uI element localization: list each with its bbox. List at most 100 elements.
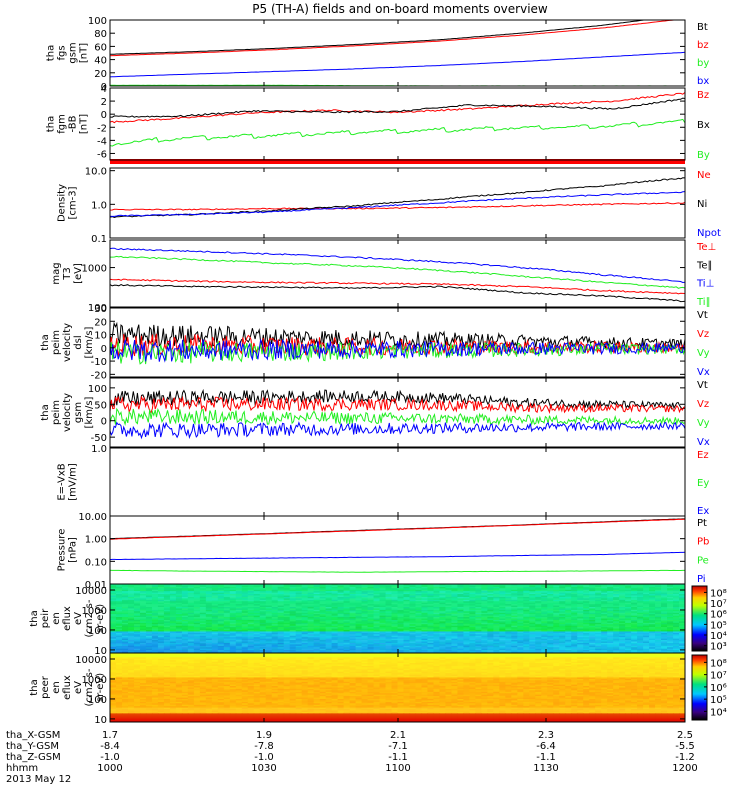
ephemeris-value: 1.7 [102,730,118,741]
colorbar-label: 10³ [710,642,727,653]
panel-peim_velocity_gsm: VtVzVyVx-50050100thapeimvelocitygsm[km/s… [40,377,710,448]
figure-title: P5 (TH-A) fields and on-board moments ov… [252,2,548,16]
ephemeris-value: -6.4 [536,741,556,752]
y-axis-label-line: dsl [73,335,84,349]
series-line-Te∥ [110,284,685,303]
legend-entry: Vz [697,399,709,410]
y-axis-label-line: gsm [68,42,79,63]
series-line-Pe [110,569,685,573]
legend-density: Ne Ni Npot [697,170,721,239]
legend-pressure: Pt Pb Pe Pi [697,518,709,585]
series-line-Bz [110,92,685,124]
panel-stack: Btbzbybx020406080100thafgsgsm[nT]BzBxBy-… [29,16,727,726]
series-line-Vt [110,388,685,411]
panel-pressure: Pt Pb Pe Pi 0.01 0.10 1.00 10.00 Pressure[nPa] [57,512,710,591]
colorbar-label: 10⁸ [710,588,727,599]
spectrogram-peir_spectrogram [110,584,685,653]
colorbar-label: 10⁶ [710,610,727,621]
y-tick-label: 60 [94,42,107,53]
series-group-density [110,177,685,219]
y-axis-label: E=-VxB[mV/m] [57,463,79,501]
legend-entry: Npot [697,228,721,239]
y-axis-label-line: gsm [73,402,84,423]
series-line-Ti⊥ [110,247,685,284]
y-axis-label-line: fgm [57,114,68,134]
legend-efield: Ez Ey Ex [697,450,709,517]
colorbar-label: 10⁴ [710,631,727,642]
y-tick-label: 0 [101,82,107,93]
y-tick-label: 100 [88,16,107,27]
y-tick-label: 1000 [82,675,107,686]
y-axis-label: thafgsgsm[nT] [46,42,90,63]
series-line-Vz [110,333,685,358]
y-axis-label-line: eflux [62,675,73,700]
y-tick-label: 10000 [75,586,107,597]
series-line-Ne [110,201,685,211]
y-tick-label: 2 [101,97,107,108]
panel-peir_spectrogram: 10³10⁴10⁵10⁶10⁷10⁸10100100010000thapeire… [29,583,727,657]
ephemeris-value: 1030 [251,763,276,774]
legend-peim_velocity_dsl: Vt Vz Vy Vx [697,310,710,378]
y-tick-label: 0 [101,344,107,355]
ephemeris-value: 1100 [385,763,410,774]
legend-entry: Ey [697,478,709,489]
ephemeris-label: tha_Z-GSM [6,752,61,763]
y-tick-label: 100 [88,384,107,395]
y-axis-label-line: mag [51,262,62,284]
date-label: 2013 May 12 [6,774,71,785]
ephemeris-value: 2.1 [390,730,406,741]
legend-entry: Pe [697,555,709,566]
y-axis-label-line: tha [40,404,51,420]
colorbar-label: 10⁴ [710,707,727,718]
y-tick-label: 0 [101,417,107,428]
series-group-peim_velocity_dsl [110,321,685,365]
legend-entry: Bz [697,90,709,101]
y-axis-label: magT3[eV] [51,262,84,284]
y-tick-label: 20 [94,69,107,80]
panel-density: Ne Ni Npot 0.1 1.0 10.0 Density[cm-3] [57,167,721,245]
series-group-fgs [110,20,685,86]
y-tick-label: 40 [94,56,107,67]
series-line-Pb [110,518,685,540]
series-line-Npot [110,191,685,217]
ephemeris-value: -1.1 [388,752,408,763]
ephemeris-label: tha_X-GSM [6,730,60,741]
legend-entry: Vt [697,380,708,391]
ephemeris-value: 1130 [533,763,558,774]
y-tick-label: 0 [101,110,107,121]
series-group-temperature [110,247,685,303]
y-tick-label: 10.00 [78,512,107,523]
legend-fgm: Bz Bx By [697,90,710,161]
ephemeris-value: -1.1 [536,752,556,763]
y-tick-label: -6 [97,149,107,160]
legend-entry: bz [697,40,709,51]
y-axis-label-line: eV [73,681,84,694]
y-axis-label-line: eflux [62,606,73,631]
y-axis-label-line: -BB [68,115,79,132]
series-line-Bx [110,97,685,118]
y-tick-label: 100 [88,695,107,706]
colorbar-label: 10⁷ [710,599,727,610]
y-tick-label: 0.01 [85,580,107,591]
series-line-Te⊥ [110,278,685,295]
legend-fgs: Bt bz by bx [697,22,709,87]
panel-efield: Ez Ey Ex 1.0 E=-VxB[mV/m] [57,444,710,517]
panel-fgm: Bz Bx By -6 -4 -2 0 2 4 thafgm-BB[nT] [46,84,710,164]
legend-entry: Te∥ [696,260,713,271]
y-tick-label: 10 [94,331,107,342]
legend-entry: Pt [697,518,707,529]
y-axis-label-line: tha [46,45,57,61]
y-axis-label-line: peim [51,400,62,425]
series-line-bx [110,51,685,78]
y-axis-label-line: velocity [62,323,73,362]
y-axis-label-line: [km/s] [84,326,95,358]
y-tick-label: 1.0 [91,200,107,211]
y-axis-label-line: E=-VxB [57,463,68,500]
legend-entry: Vy [697,418,710,429]
y-axis-label-line: (cm2-s- [84,668,95,706]
legend-entry: Bt [697,22,708,33]
ephemeris-value: -7.1 [388,741,408,752]
